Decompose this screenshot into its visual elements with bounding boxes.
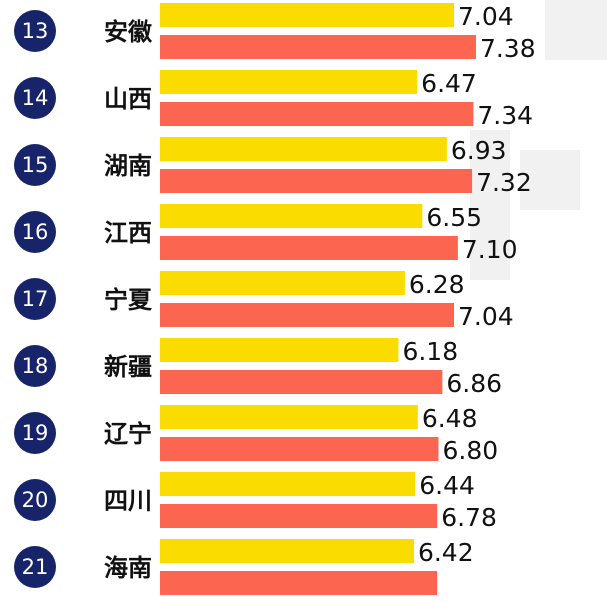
data-label: 7.10: [462, 235, 518, 264]
bar-series-b: [160, 504, 438, 528]
rank-badge: [14, 211, 56, 253]
data-label: 7.04: [458, 2, 514, 31]
bar-series-a: [160, 3, 454, 27]
data-label: 7.04: [458, 302, 514, 331]
bar-series-b: [160, 437, 439, 461]
rank-label: 15: [22, 153, 49, 177]
chart-rows: 13 安徽 7.04 7.38 14 山西 6.477.34 15 湖南 6.93 7.32 16 江西…: [14, 2, 536, 595]
rank-badge: [14, 144, 56, 186]
category-label: 新疆: [104, 353, 152, 381]
category-label: 湖南: [104, 152, 152, 180]
data-label: 6.78: [441, 503, 497, 532]
bar-series-a: [160, 137, 447, 161]
bar-series-a: [160, 204, 423, 228]
watermark-logo: [470, 0, 607, 280]
data-label: 6.48: [422, 404, 478, 433]
bar-series-b: [160, 370, 443, 394]
data-label: 6.28: [409, 270, 465, 299]
rank-badge: [14, 546, 56, 588]
bar-series-a: [160, 338, 399, 362]
chart-row: 16 江西 6.55 7.10: [14, 203, 518, 264]
bar-series-b: [160, 102, 474, 126]
category-label: 山西: [104, 85, 152, 113]
chart-row: 19 辽宁 6.48 6.80: [14, 404, 498, 465]
data-label: 6.80: [442, 436, 498, 465]
bar-series-b: [160, 169, 473, 193]
data-label: 6.44: [419, 471, 475, 500]
chart-row: 18 新疆 6.18 6.86: [14, 337, 502, 398]
category-label: 海南: [104, 554, 152, 582]
chart-row: 20 四川 6.44 6.78: [14, 471, 497, 532]
rank-badge: [14, 345, 56, 387]
bar-series-a: [160, 70, 418, 94]
data-label: 7.34: [477, 101, 533, 130]
bar-series-b: [160, 236, 458, 260]
rank-label: 17: [22, 287, 49, 311]
data-label: 6.93: [451, 136, 507, 165]
rank-label: 21: [22, 555, 49, 579]
category-label: 安徽: [104, 18, 153, 46]
data-label: 6.18: [402, 337, 458, 366]
data-label: 7.38: [480, 34, 536, 63]
category-label: 辽宁: [104, 420, 152, 448]
rank-label: 14: [22, 86, 49, 110]
data-label: 7.32: [476, 168, 532, 197]
data-label: 6.55: [426, 203, 482, 232]
bar-series-b: [160, 571, 438, 595]
bar-series-a: [160, 271, 405, 295]
data-label: 6.86: [446, 369, 502, 398]
rank-label: 20: [22, 488, 49, 512]
data-label: 6.42: [418, 538, 474, 567]
rank-label: 19: [22, 421, 49, 445]
bar-series-b: [160, 303, 454, 327]
rank-badge: [14, 412, 56, 454]
data-label: 6.47: [421, 69, 477, 98]
rank-label: 13: [22, 19, 49, 43]
rank-badge: [14, 479, 56, 521]
rank-badge: [14, 278, 56, 320]
chart-row: 14 山西 6.477.34: [14, 69, 533, 130]
bar-series-a: [160, 472, 416, 496]
category-label: 四川: [104, 487, 152, 515]
chart-row: 17 宁夏 6.28 7.04: [14, 270, 514, 331]
rank-label: 18: [22, 354, 49, 378]
category-label: 江西: [104, 219, 152, 247]
bar-series-a: [160, 539, 414, 563]
bar-series-a: [160, 405, 418, 429]
chart-row: 21 海南 6.42: [14, 538, 474, 595]
chart-row: 15 湖南 6.93 7.32: [14, 136, 532, 197]
category-label: 宁夏: [104, 286, 153, 314]
bar-series-b: [160, 35, 476, 59]
rank-badge: [14, 77, 56, 119]
rank-label: 16: [22, 220, 49, 244]
rank-badge: [14, 10, 56, 52]
chart-row: 13 安徽 7.04 7.38: [14, 2, 536, 63]
